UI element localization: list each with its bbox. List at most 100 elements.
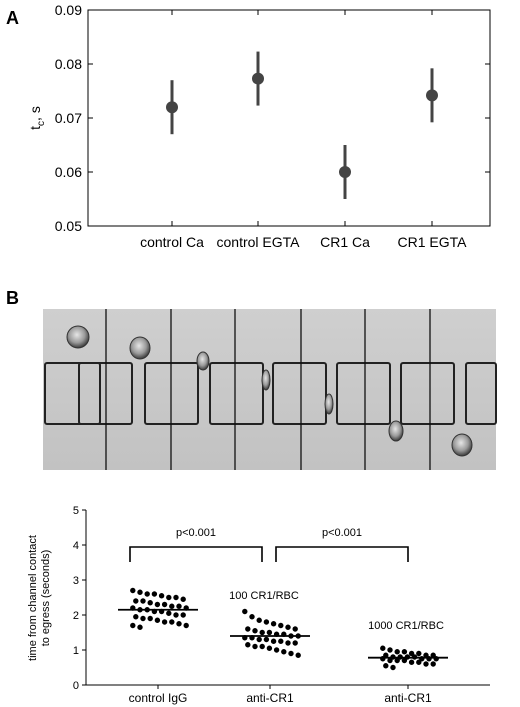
chart-a-x-axis: control Ca control EGTA CR1 Ca CR1 EGTA (140, 10, 467, 250)
chart-b-point (154, 601, 161, 608)
chart-a-points (166, 51, 438, 199)
chart-a-y-tick-label: 0.06 (55, 164, 82, 180)
chart-b-point (133, 614, 139, 620)
chart-b-point (166, 610, 172, 616)
chart-a-y-tick-label: 0.05 (55, 218, 82, 234)
chart-b-point (259, 643, 265, 650)
significance-label: p<0.001 (322, 527, 362, 539)
chart-b-point (249, 614, 255, 620)
chart-b-point (256, 636, 262, 643)
chart-a-y-tick-label: 0.08 (55, 56, 82, 72)
chart-b-point (166, 594, 172, 601)
chart-b-point (423, 652, 429, 658)
chart-b-point (173, 594, 179, 601)
chart-b-point (180, 612, 186, 618)
chart-b-point (252, 628, 258, 634)
chart-b-point (416, 659, 422, 665)
chart-b-point (266, 629, 273, 636)
chart-a-x-tick-label: control EGTA (217, 234, 301, 250)
chart-b-point (270, 621, 277, 627)
chart-a: 0.05 0.06 0.07 0.08 0.09 control Ca control E… (27, 2, 491, 250)
chart-b-point (285, 640, 291, 646)
chart-b-point (169, 603, 175, 609)
chart-b-point (242, 608, 248, 615)
chart-b-point (180, 596, 186, 602)
group-label: 1000 CR1/RBC (368, 620, 444, 632)
group-label: 100 CR1/RBC (229, 590, 299, 602)
chart-b-point (390, 664, 396, 671)
chart-b-point (394, 649, 400, 655)
chart-b-point (387, 647, 393, 653)
significance-bracket (129, 546, 263, 562)
chart-b-point (263, 636, 270, 643)
chart-b-point (154, 617, 161, 623)
chart-b-x-tick-label: anti-CR1 (246, 691, 294, 705)
chart-b-point (278, 638, 284, 644)
chart-b-y-tick-label: 0 (73, 680, 79, 692)
panel-label-b: B (6, 288, 19, 308)
chart-b-y-axis: 0 1 2 3 4 5 (73, 505, 86, 692)
chart-b-point (151, 591, 158, 597)
chart-b-point (401, 657, 408, 664)
chart-b-point (288, 650, 294, 657)
chart-b-point (137, 624, 143, 630)
chart-b-point (273, 647, 280, 653)
chart-b-point (245, 626, 251, 632)
chart-b-y-tick-label: 3 (73, 575, 79, 587)
chart-b-point (176, 603, 182, 609)
chart-b-point (401, 649, 408, 655)
chart-b-x-tick-label: control IgG (129, 691, 188, 705)
chart-a-x-tick-label: CR1 Ca (320, 234, 370, 250)
chart-b-point (292, 640, 298, 646)
chart-b-point (161, 619, 168, 625)
chart-a-frame (87, 9, 491, 227)
chart-b-group-labels: 100 CR1/RBC 1000 CR1/RBC (229, 590, 444, 632)
chart-b-point (270, 638, 277, 644)
chart-b-point (383, 663, 389, 669)
chart-a-y-axis: 0.05 0.06 0.07 0.08 0.09 (55, 2, 490, 234)
chart-a-point (426, 89, 438, 102)
chart-b-y-tick-label: 4 (73, 540, 79, 552)
chart-b-point (137, 589, 143, 595)
chart-b-point (161, 601, 168, 608)
chart-b-point (430, 652, 436, 658)
chart-b-point (130, 622, 136, 629)
chart-b-y-tick-label: 2 (73, 610, 79, 622)
significance-bracket (275, 546, 409, 562)
chart-b-point (387, 657, 393, 664)
chart-b-point (144, 591, 150, 597)
chart-b-point (408, 650, 415, 657)
chart-a-point (166, 101, 178, 114)
chart-b-point (140, 598, 146, 604)
chart-a-y-tick-label: 0.07 (55, 110, 82, 126)
chart-b-point (408, 659, 415, 665)
chart-b-point (380, 645, 386, 651)
chart-b-x-tick-label: anti-CR1 (384, 691, 432, 705)
chart-b-point (285, 624, 291, 630)
chart-b-point (245, 642, 251, 648)
chart-b-y-label: time from channel contactto egress (seco… (27, 535, 52, 661)
chart-b-point (158, 593, 165, 599)
chart-b-point (430, 661, 436, 667)
chart-b-point (176, 621, 182, 627)
chart-b-point (423, 661, 429, 667)
chart-b-point (130, 587, 136, 594)
chart-b-point (133, 598, 139, 604)
chart-b-point (256, 617, 262, 623)
chart-b-point (394, 657, 400, 664)
chart-b-point (281, 649, 287, 655)
chart-b-point (173, 612, 179, 618)
chart-b-y-tick-label: 1 (73, 645, 79, 657)
chart-b-point (416, 650, 422, 657)
chart-b-point (266, 645, 273, 651)
chart-a-x-tick-label: control Ca (140, 234, 204, 250)
chart-b-y-tick-label: 5 (73, 505, 79, 517)
chart-b-point (252, 643, 258, 650)
chart-b-point (169, 619, 175, 625)
chart-b: 0 1 2 3 4 5 control IgG anti-CR1 anti-CR1 p<0.0… (27, 505, 490, 705)
chart-b-x-axis: control IgG anti-CR1 anti-CR1 (129, 685, 432, 705)
chart-b-point (292, 626, 298, 632)
chart-a-point (252, 72, 264, 85)
chart-b-point (259, 629, 265, 636)
